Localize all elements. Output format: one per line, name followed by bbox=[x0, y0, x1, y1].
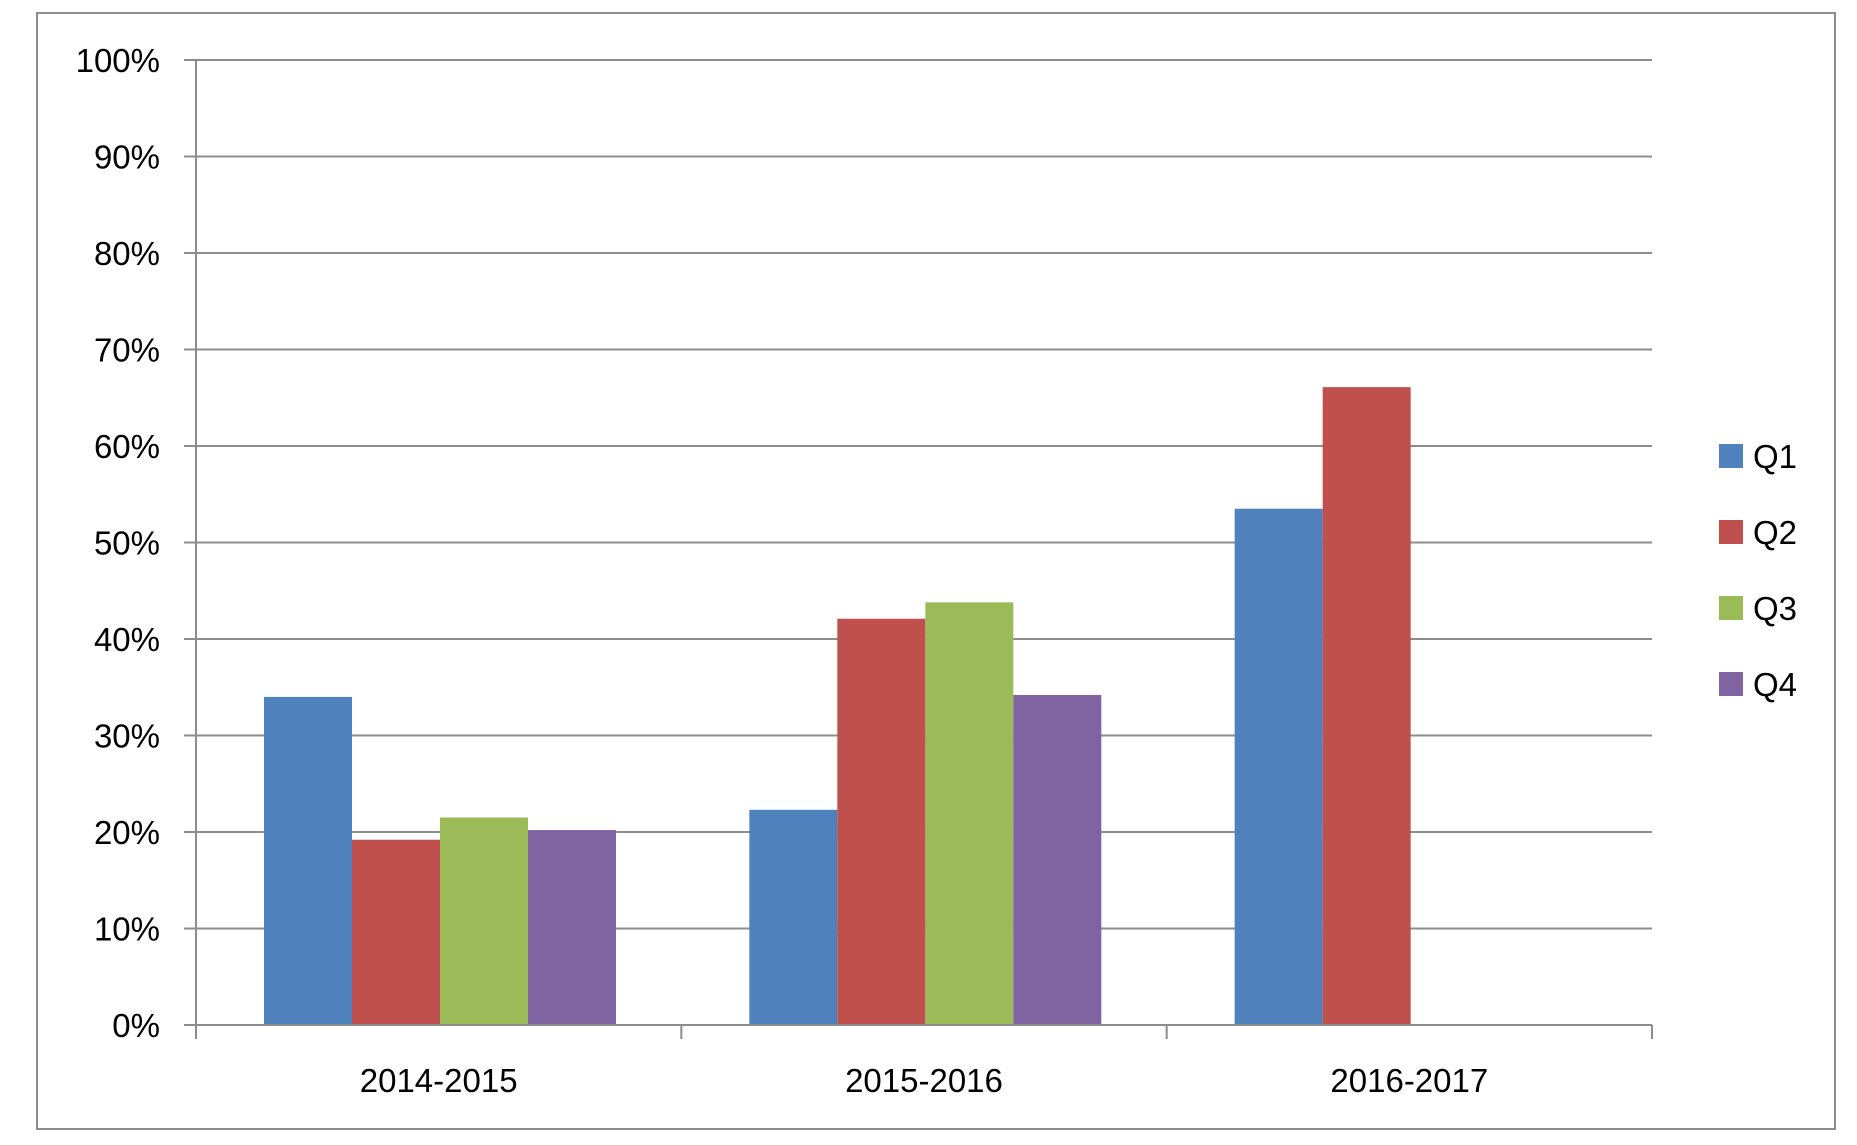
legend: Q1 Q2 Q3 Q4 bbox=[1719, 438, 1797, 703]
bars bbox=[264, 387, 1411, 1026]
legend-swatch-q3 bbox=[1719, 596, 1743, 620]
bar-q3-2014-2015 bbox=[440, 817, 528, 1025]
bar-q2-2015-2016 bbox=[837, 618, 926, 1025]
y-axis-tick-labels: 0% 10% 20% 30% 40% 50% 60% 70% 80% 90% 100% bbox=[76, 42, 160, 1044]
axes bbox=[195, 60, 1653, 1039]
legend-swatch-q1 bbox=[1719, 444, 1743, 468]
y-tick-label: 40% bbox=[94, 621, 160, 658]
y-tick-label: 10% bbox=[94, 911, 160, 948]
y-tick-label: 70% bbox=[94, 332, 160, 369]
y-tick-label: 60% bbox=[94, 428, 160, 465]
legend-swatch-q2 bbox=[1719, 520, 1743, 544]
y-tick-label: 20% bbox=[94, 814, 160, 851]
x-tick-label: 2014-2015 bbox=[360, 1062, 518, 1099]
y-tick-label: 0% bbox=[112, 1007, 160, 1044]
x-tick-label: 2015-2016 bbox=[845, 1062, 1003, 1099]
x-axis-tick-labels: 2014-2015 2015-2016 2016-2017 bbox=[360, 1062, 1488, 1099]
bar-q4-2014-2015 bbox=[528, 830, 616, 1025]
y-tick-label: 50% bbox=[94, 525, 160, 562]
x-tick-label: 2016-2017 bbox=[1330, 1062, 1488, 1099]
bar-q1-2015-2016 bbox=[749, 809, 838, 1025]
legend-label-q3: Q3 bbox=[1753, 590, 1797, 627]
bar-q2-2016-2017 bbox=[1322, 387, 1411, 1025]
bar-q1-2016-2017 bbox=[1234, 508, 1323, 1026]
bar-q1-2014-2015 bbox=[264, 696, 352, 1025]
y-tick-label: 90% bbox=[94, 139, 160, 176]
y-tick-label: 100% bbox=[76, 42, 160, 79]
bar-q3-2015-2016 bbox=[925, 602, 1014, 1025]
legend-label-q1: Q1 bbox=[1753, 438, 1797, 475]
legend-label-q4: Q4 bbox=[1753, 666, 1797, 703]
y-tick-label: 30% bbox=[94, 718, 160, 755]
legend-label-q2: Q2 bbox=[1753, 514, 1797, 551]
y-tick-label: 80% bbox=[94, 235, 160, 272]
legend-swatch-q4 bbox=[1719, 672, 1743, 696]
bar-q2-2014-2015 bbox=[352, 839, 440, 1025]
bar-q4-2015-2016 bbox=[1013, 694, 1102, 1025]
